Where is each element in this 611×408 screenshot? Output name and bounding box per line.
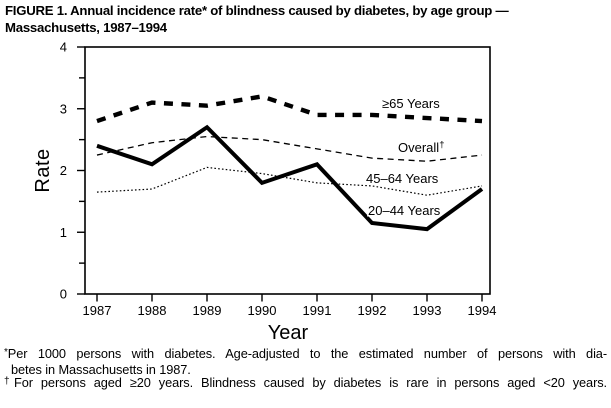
- y-tick-label-1: 1: [60, 225, 67, 240]
- y-axis-title: Rate: [32, 148, 54, 192]
- x-tick-label-1994: 1994: [468, 303, 497, 318]
- series-line-age20to44: [96, 124, 484, 232]
- x-tick-label-1992: 1992: [358, 303, 387, 318]
- y-tick-label-4: 4: [60, 40, 67, 55]
- footnote-1-text: Per 1000 persons with diabetes. Age-adju…: [7, 346, 607, 361]
- x-tick-label-1988: 1988: [138, 303, 167, 318]
- figure-title-line2: Massachusetts, 1987–1994: [5, 19, 167, 35]
- series-label-overall: Overall†: [398, 140, 444, 156]
- x-tick-label-1990: 1990: [248, 303, 277, 318]
- x-tick-label-1989: 1989: [193, 303, 222, 318]
- series-label-age20to44: 20–44 Years: [368, 203, 441, 218]
- y-tick-label-2: 2: [60, 163, 67, 178]
- dagger-marker: †: [4, 376, 15, 388]
- x-tick-label-1991: 1991: [303, 303, 332, 318]
- figure-title: FIGURE 1. Annual incidence rate* of blin…: [5, 3, 609, 37]
- x-axis-title: Year: [268, 322, 309, 344]
- x-tick-label-1993: 1993: [413, 303, 442, 318]
- series-label-age45to64: 45–64 Years: [366, 171, 439, 186]
- footnote-2: †For persons aged ≥20 years. Blindness c…: [4, 376, 607, 392]
- asterisk-marker: *: [4, 347, 8, 358]
- x-tick-label-1987: 1987: [83, 303, 112, 318]
- footnote-2-text: For persons aged ≥20 years. Blindness ca…: [14, 375, 607, 391]
- figure-title-line1: FIGURE 1. Annual incidence rate* of blin…: [5, 3, 509, 18]
- footnotes: *Per 1000 persons with diabetes. Age-adj…: [4, 347, 607, 392]
- series-label-ge65: ≥65 Years: [382, 96, 440, 111]
- footnote-1-line-2: betes in Massachusetts in 1987.: [11, 361, 191, 377]
- series-line-age45to64: [96, 166, 483, 196]
- y-tick-label-0: 0: [60, 287, 67, 302]
- line-chart: 0 1 2 3 4 1987 1988 1989 1990 1991 1992 1993 1994 ≥65…: [32, 40, 497, 345]
- series-line-overall: [96, 135, 483, 162]
- series-line-ge65: [96, 94, 483, 124]
- footnote-1-line-1: *Per 1000 persons with diabetes. Age-adj…: [4, 347, 607, 363]
- y-tick-label-3: 3: [60, 101, 67, 116]
